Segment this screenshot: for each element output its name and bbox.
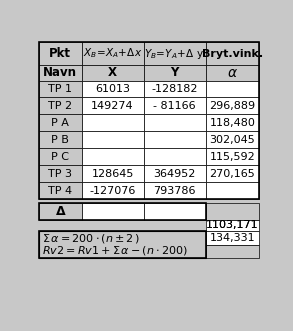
- Bar: [39, 42, 81, 65]
- Text: 115,592: 115,592: [209, 152, 255, 162]
- Bar: [144, 80, 206, 97]
- Text: P B: P B: [51, 135, 69, 145]
- Bar: [39, 199, 259, 203]
- Text: 118,480: 118,480: [209, 118, 255, 128]
- Text: 270,165: 270,165: [209, 169, 255, 179]
- Text: -127076: -127076: [89, 186, 136, 196]
- Bar: [81, 182, 144, 199]
- Bar: [206, 220, 259, 231]
- Bar: [206, 182, 259, 199]
- Bar: [81, 131, 144, 148]
- Text: $Y_B\!=\!Y_A\!+\!\Delta$ y: $Y_B\!=\!Y_A\!+\!\Delta$ y: [144, 47, 205, 61]
- Text: P C: P C: [51, 152, 69, 162]
- Bar: [81, 65, 144, 80]
- Bar: [144, 42, 206, 65]
- Bar: [144, 131, 206, 148]
- Bar: [39, 97, 81, 115]
- Bar: [39, 65, 81, 80]
- Bar: [206, 131, 259, 148]
- Text: 134,331: 134,331: [209, 233, 255, 243]
- Bar: [206, 245, 259, 259]
- Text: -128182: -128182: [151, 84, 198, 94]
- Text: Y: Y: [171, 66, 179, 79]
- Bar: [206, 115, 259, 131]
- Text: 149274: 149274: [91, 101, 134, 111]
- Bar: [39, 165, 81, 182]
- Text: TP 4: TP 4: [48, 186, 72, 196]
- Bar: [39, 231, 206, 259]
- Bar: [206, 203, 259, 220]
- Bar: [81, 42, 144, 65]
- Text: X: X: [108, 66, 117, 79]
- Bar: [81, 115, 144, 131]
- Bar: [144, 65, 206, 80]
- Text: $Rv2 = Rv1 + \Sigma\,\alpha - (n\cdot200)$: $Rv2 = Rv1 + \Sigma\,\alpha - (n\cdot200…: [42, 244, 188, 257]
- Text: TP 2: TP 2: [48, 101, 72, 111]
- Text: 1103,171: 1103,171: [206, 220, 259, 230]
- Bar: [144, 148, 206, 165]
- Text: 364952: 364952: [154, 169, 196, 179]
- Text: Bryt.vink.: Bryt.vink.: [202, 49, 263, 59]
- Bar: [206, 231, 259, 245]
- Bar: [39, 203, 81, 220]
- Text: $\alpha$: $\alpha$: [227, 66, 238, 80]
- Text: $\Sigma\,\alpha = 200\cdot(n\pm 2\,)$: $\Sigma\,\alpha = 200\cdot(n\pm 2\,)$: [42, 232, 140, 246]
- Text: TP 3: TP 3: [48, 169, 72, 179]
- Text: Δ: Δ: [55, 205, 65, 218]
- Text: 128645: 128645: [91, 169, 134, 179]
- Bar: [144, 182, 206, 199]
- Text: 793786: 793786: [153, 186, 196, 196]
- Bar: [206, 42, 259, 65]
- Bar: [39, 148, 81, 165]
- Bar: [206, 80, 259, 97]
- Bar: [81, 148, 144, 165]
- Bar: [81, 97, 144, 115]
- Text: 61013: 61013: [95, 84, 130, 94]
- Bar: [39, 42, 259, 199]
- Bar: [39, 182, 81, 199]
- Bar: [206, 165, 259, 182]
- Bar: [206, 148, 259, 165]
- Bar: [39, 131, 81, 148]
- Bar: [39, 203, 206, 220]
- Bar: [39, 231, 206, 259]
- Text: - 81166: - 81166: [153, 101, 196, 111]
- Text: Pkt: Pkt: [49, 47, 71, 60]
- Bar: [144, 165, 206, 182]
- Bar: [206, 97, 259, 115]
- Text: 296,889: 296,889: [209, 101, 255, 111]
- Bar: [206, 65, 259, 80]
- Bar: [81, 80, 144, 97]
- Text: P A: P A: [51, 118, 69, 128]
- Bar: [144, 115, 206, 131]
- Text: $X_B\!=\!X_A\!+\!\Delta x$: $X_B\!=\!X_A\!+\!\Delta x$: [83, 47, 142, 61]
- Bar: [144, 97, 206, 115]
- Bar: [39, 80, 81, 97]
- Text: 1103,171: 1103,171: [206, 220, 259, 230]
- Bar: [144, 203, 206, 220]
- Text: 302,045: 302,045: [209, 135, 255, 145]
- Bar: [39, 115, 81, 131]
- Bar: [81, 203, 144, 220]
- Text: Navn: Navn: [43, 66, 77, 79]
- Text: TP 1: TP 1: [48, 84, 72, 94]
- Bar: [81, 165, 144, 182]
